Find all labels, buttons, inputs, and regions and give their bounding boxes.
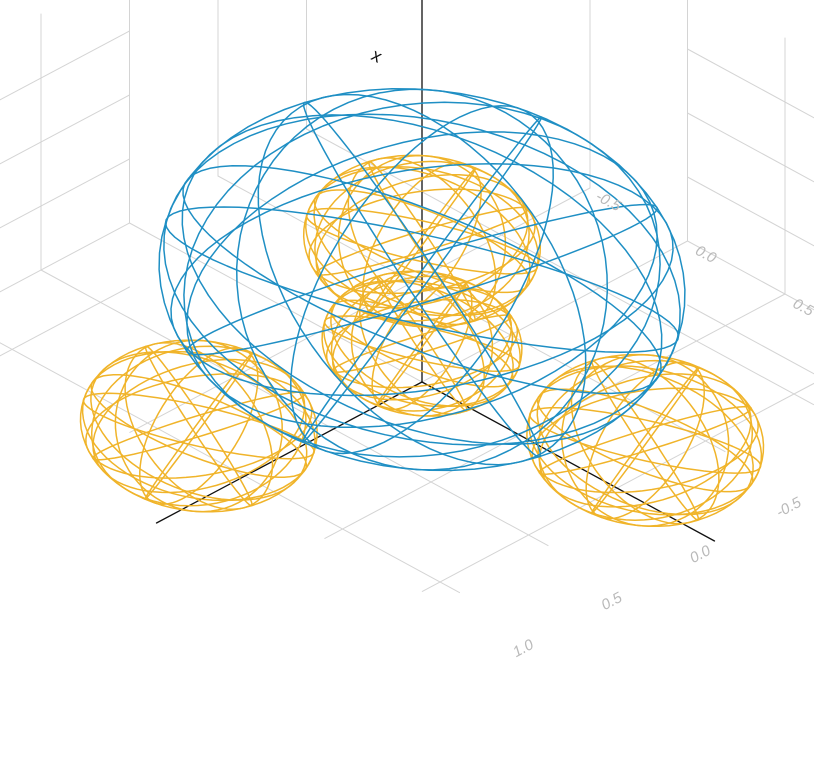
grid-wall-zx-2 — [687, 176, 814, 247]
inner-sphere-right-ring-11 — [90, 351, 308, 501]
grid-wall-zx-0 — [687, 304, 814, 375]
outer-sphere-ring-4 — [186, 203, 658, 356]
inner-sphere-top-ring-12 — [308, 188, 536, 295]
x-axis-label: x — [368, 45, 385, 67]
grid-wall-zy-2 — [0, 158, 130, 229]
inner-sphere-top-ring-4 — [315, 206, 529, 276]
outer-sphere-ring-12 — [170, 162, 674, 397]
inner-sphere-mid-ring-13 — [371, 276, 473, 411]
inner-sphere-mid-ring-8 — [330, 275, 514, 412]
inner-sphere-mid-ring-6 — [350, 270, 494, 417]
outer-sphere-ring-8 — [183, 101, 661, 458]
outer-sphere-ring-13 — [290, 104, 554, 455]
y-tick-label-4: 1.0 — [510, 636, 537, 661]
inner-sphere-mid-ring-11 — [330, 280, 514, 407]
inner-sphere-left-ring-8 — [537, 359, 754, 521]
inner-sphere-right-ring-1 — [92, 358, 306, 494]
inner-sphere-left-ring-11 — [536, 365, 754, 516]
y-tick-label-3: 0.5 — [599, 589, 626, 614]
y-tick-label-2: 0.0 — [687, 542, 714, 567]
inner-sphere-right-ring-8 — [90, 345, 307, 507]
outer-sphere-ring-1 — [186, 131, 658, 429]
sphere-inner-sphere-left — [526, 353, 765, 527]
grid-wall-zy-3 — [0, 94, 130, 165]
inner-sphere-left-ring-4 — [538, 405, 752, 475]
y-axis-line — [155, 381, 423, 524]
grid-wall-zx-3 — [687, 112, 814, 183]
grid-floor-y-4 — [0, 342, 460, 594]
outer-sphere-ring-11 — [181, 114, 663, 446]
inner-sphere-right-ring-13 — [139, 346, 259, 506]
inner-sphere-mid-ring-12 — [325, 298, 519, 389]
inner-sphere-top-ring-6 — [337, 154, 507, 328]
inner-sphere-right-ring-0 — [81, 350, 316, 502]
grid-floor-x-3 — [421, 382, 814, 592]
inner-sphere-left-ring-7 — [529, 406, 762, 474]
inner-sphere-mid-ring-10 — [376, 275, 468, 412]
inner-sphere-left-ring-0 — [528, 365, 763, 516]
inner-sphere-right-ring-4 — [92, 391, 306, 461]
grid-wall-zx-4 — [687, 48, 814, 119]
inner-sphere-left-ring-13 — [585, 361, 705, 520]
outer-sphere-ring-10 — [302, 101, 542, 458]
inner-sphere-top-ring-8 — [314, 160, 530, 322]
inner-sphere-mid-ring-4 — [331, 314, 513, 373]
sphere-inner-sphere-top — [302, 154, 542, 328]
spheres — [79, 88, 765, 527]
inner-sphere-top-ring-11 — [313, 166, 531, 317]
outer-sphere-ring-6 — [235, 88, 609, 471]
y-tick-label-1: -0.5 — [773, 494, 804, 521]
inner-sphere-mid-ring-7 — [323, 315, 521, 372]
outer-sphere-ring-9 — [301, 116, 543, 443]
inner-sphere-right-ring-10 — [144, 345, 253, 507]
inner-sphere-left-ring-6 — [561, 354, 730, 527]
sphere-inner-sphere-mid — [321, 270, 523, 417]
grid-lines — [0, 0, 814, 594]
grid-wall-zy-0 — [0, 286, 130, 357]
inner-sphere-left-ring-12 — [531, 387, 759, 494]
inner-sphere-top-ring-7 — [305, 207, 539, 275]
inner-sphere-mid-ring-1 — [331, 286, 513, 401]
inner-sphere-top-ring-1 — [315, 173, 529, 309]
inner-sphere-right-ring-12 — [85, 373, 313, 479]
grid-floor-y-3 — [40, 269, 549, 547]
inner-sphere-right-ring-6 — [114, 339, 283, 513]
outer-sphere-ring-7 — [164, 206, 680, 353]
grid-wall-zy-4 — [0, 30, 130, 101]
grid-wall-zy-1 — [0, 222, 130, 293]
outer-sphere-ring-5 — [257, 93, 587, 466]
grid-floor-y-0 — [306, 128, 814, 406]
grid-wall-zx-1 — [687, 240, 814, 311]
sphere-outer-sphere — [158, 88, 686, 472]
